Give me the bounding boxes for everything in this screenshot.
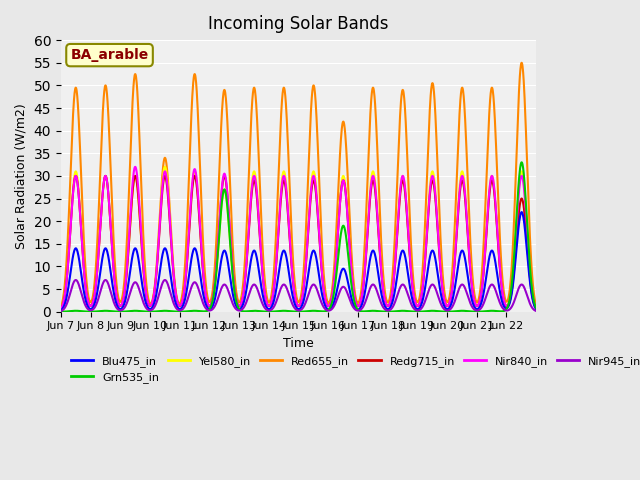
X-axis label: Time: Time xyxy=(283,337,314,350)
Title: Incoming Solar Bands: Incoming Solar Bands xyxy=(208,15,388,33)
Y-axis label: Solar Radiation (W/m2): Solar Radiation (W/m2) xyxy=(15,103,28,249)
Text: BA_arable: BA_arable xyxy=(70,48,148,62)
Legend: Blu475_in, Grn535_in, Yel580_in, Red655_in, Redg715_in, Nir840_in, Nir945_in: Blu475_in, Grn535_in, Yel580_in, Red655_… xyxy=(67,351,640,387)
